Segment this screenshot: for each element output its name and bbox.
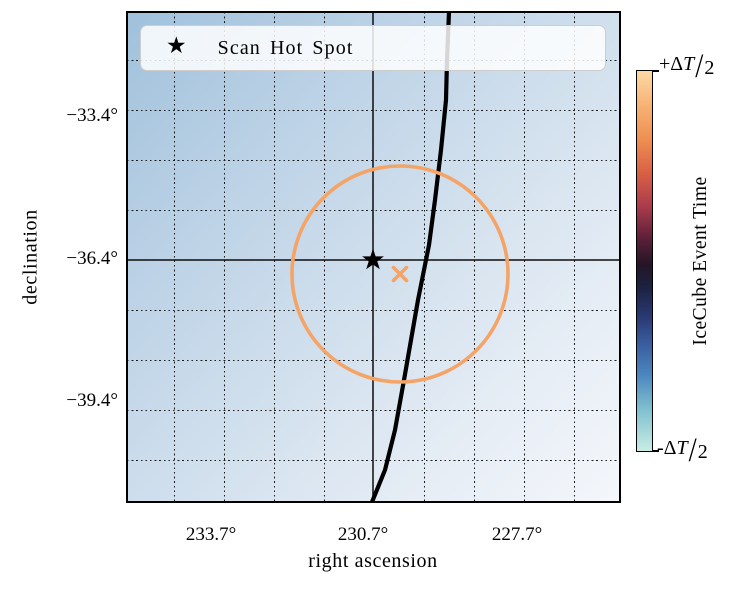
colorbar-bottom-tick — [653, 450, 659, 452]
galactic-plane-curve — [369, 12, 452, 502]
colorbar-top-tick — [653, 70, 659, 72]
graticule-line-vertical — [274, 12, 276, 502]
x-tick-label: 233.7° — [185, 524, 237, 545]
legend-label: Scan Hot Spot — [217, 36, 354, 59]
y-axis-label: declination — [19, 209, 42, 305]
y-tick-label: −36.4° — [66, 248, 118, 269]
denominator: 2 — [697, 441, 708, 463]
y-tick-label: −39.4° — [66, 390, 118, 411]
x-tick-label: 227.7° — [491, 524, 543, 545]
graticule-line-vertical — [524, 12, 526, 502]
graticule-line-vertical — [324, 12, 326, 502]
graticule-line-vertical — [224, 12, 226, 502]
event-x-marker — [391, 265, 409, 283]
time-variable: T — [683, 53, 695, 75]
plus-sign: + — [659, 53, 671, 75]
colorbar — [636, 70, 653, 452]
star-icon: ★ — [166, 32, 187, 59]
fraction-slash: / — [688, 431, 697, 469]
minus-sign: - — [657, 437, 664, 459]
graticule-line-vertical — [574, 12, 576, 502]
colorbar-axis-label: IceCube Event Time — [690, 176, 711, 346]
legend-box: ★ Scan Hot Spot — [140, 25, 606, 71]
map-overlay — [127, 12, 620, 502]
denominator: 2 — [704, 57, 715, 79]
scan-hot-spot-star-marker — [362, 248, 384, 270]
time-variable: T — [676, 437, 688, 459]
delta-symbol: Δ — [663, 437, 677, 459]
graticule-line-vertical — [474, 12, 476, 502]
plot-area: ★ Scan Hot Spot — [126, 11, 621, 503]
graticule-line-vertical — [174, 12, 176, 502]
delta-symbol: Δ — [670, 53, 684, 75]
colorbar-min-label: -ΔT/2 — [657, 431, 708, 469]
x-tick-label: 230.7° — [337, 524, 389, 545]
y-tick-label: −33.4° — [66, 105, 118, 126]
fraction-slash: / — [695, 47, 704, 85]
event-error-circle — [290, 164, 510, 384]
x-axis-label: right ascension — [308, 550, 438, 572]
colorbar-max-label: +ΔT/2 — [659, 47, 715, 85]
